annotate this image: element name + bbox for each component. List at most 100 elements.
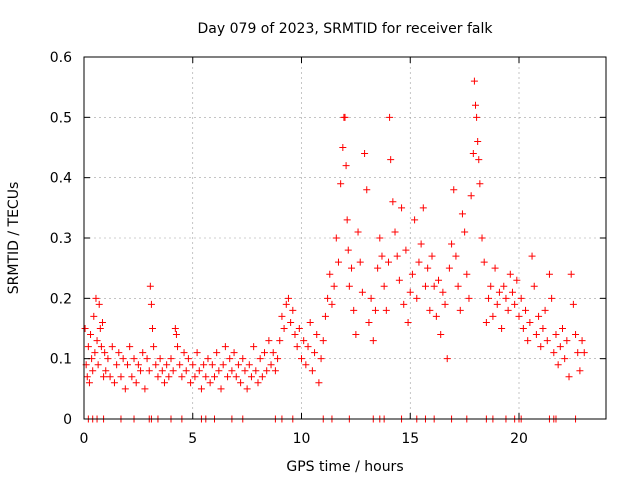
data-point	[89, 367, 97, 375]
y-tick-label: 0.6	[50, 50, 72, 66]
data-point	[439, 288, 447, 296]
data-point	[342, 162, 350, 170]
data-point	[90, 312, 98, 320]
data-point	[559, 325, 566, 332]
data-point	[187, 379, 195, 387]
data-point	[452, 252, 460, 260]
y-tick-label: 0.2	[50, 291, 72, 307]
data-point	[430, 282, 438, 290]
data-point	[563, 337, 571, 345]
data-point	[180, 349, 188, 357]
data-point	[435, 276, 443, 284]
data-point	[308, 367, 316, 375]
data-point	[386, 113, 394, 121]
data-point	[561, 355, 569, 363]
data-point	[550, 349, 558, 357]
data-point	[319, 337, 327, 345]
data-point	[147, 300, 155, 308]
data-point	[554, 361, 562, 369]
data-point	[241, 367, 249, 375]
data-point	[206, 379, 214, 387]
data-point	[487, 282, 495, 290]
data-point	[287, 318, 295, 326]
data-point	[545, 270, 553, 278]
data-point	[293, 343, 301, 351]
data-point	[448, 240, 456, 248]
data-point	[128, 373, 136, 381]
data-point	[445, 264, 453, 272]
data-point	[369, 337, 377, 345]
data-point	[458, 210, 466, 218]
data-point	[252, 367, 260, 375]
data-point	[126, 343, 134, 351]
data-point	[326, 270, 334, 278]
y-tick-label: 0.3	[50, 231, 72, 247]
data-point	[156, 355, 164, 363]
data-point	[81, 325, 89, 332]
data-point	[519, 325, 527, 332]
x-axis-label: GPS time / hours	[286, 459, 403, 475]
data-point	[311, 349, 319, 357]
data-point	[101, 349, 109, 357]
data-point	[426, 306, 434, 314]
data-point	[145, 367, 153, 375]
data-point	[475, 156, 483, 164]
data-point	[298, 355, 305, 363]
data-point	[171, 325, 179, 332]
data-point	[117, 373, 125, 381]
data-point	[130, 355, 138, 363]
data-point	[474, 137, 482, 145]
x-tick-label: 5	[188, 431, 197, 447]
data-point	[367, 294, 375, 302]
data-point	[419, 204, 427, 212]
data-point	[306, 318, 314, 326]
data-point	[250, 343, 258, 351]
data-point	[226, 355, 234, 363]
data-point	[200, 361, 208, 369]
data-point	[404, 318, 412, 326]
data-point	[506, 270, 514, 278]
data-point	[385, 258, 392, 266]
data-point	[469, 150, 477, 158]
y-tick-label: 0.5	[50, 110, 72, 126]
data-point	[389, 198, 397, 206]
data-point	[356, 258, 364, 266]
data-point	[515, 312, 523, 320]
data-point	[134, 361, 142, 369]
data-point	[493, 300, 501, 308]
data-point	[84, 343, 92, 351]
data-point	[576, 367, 584, 375]
data-point	[463, 270, 471, 278]
data-point	[417, 240, 425, 248]
data-point	[541, 306, 549, 314]
data-point	[402, 246, 410, 254]
data-point	[211, 373, 218, 381]
data-point	[491, 264, 499, 272]
data-point	[508, 288, 516, 296]
data-point	[100, 373, 108, 381]
data-point	[195, 367, 203, 375]
data-point	[454, 282, 462, 290]
data-point	[328, 300, 336, 308]
data-point	[184, 355, 192, 363]
y-tick-label: 0.1	[50, 352, 72, 368]
data-point	[204, 355, 212, 363]
data-point	[165, 373, 173, 381]
data-point	[276, 337, 284, 345]
chart-title: Day 079 of 2023, SRMTID for receiver fal…	[198, 21, 494, 37]
data-point	[224, 373, 232, 381]
data-point	[363, 186, 371, 194]
data-point	[91, 349, 99, 357]
data-point	[332, 234, 340, 242]
data-point	[371, 306, 379, 314]
data-point	[467, 192, 475, 200]
data-point	[83, 373, 91, 381]
data-point	[104, 355, 112, 363]
data-point	[228, 367, 236, 375]
data-point	[358, 288, 366, 296]
y-tick-label: 0	[63, 412, 72, 428]
data-point	[247, 373, 255, 381]
data-point	[208, 361, 216, 369]
data-point	[215, 367, 223, 375]
data-point	[337, 180, 345, 188]
